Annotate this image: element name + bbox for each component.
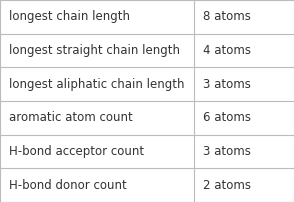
Text: 4 atoms: 4 atoms: [203, 44, 251, 57]
Text: longest chain length: longest chain length: [9, 10, 130, 23]
Text: 8 atoms: 8 atoms: [203, 10, 251, 23]
Text: aromatic atom count: aromatic atom count: [9, 111, 133, 124]
Text: H-bond acceptor count: H-bond acceptor count: [9, 145, 144, 158]
Text: 2 atoms: 2 atoms: [203, 179, 251, 192]
Text: H-bond donor count: H-bond donor count: [9, 179, 127, 192]
Text: longest aliphatic chain length: longest aliphatic chain length: [9, 78, 184, 91]
Text: 6 atoms: 6 atoms: [203, 111, 251, 124]
Text: 3 atoms: 3 atoms: [203, 78, 251, 91]
Text: 3 atoms: 3 atoms: [203, 145, 251, 158]
Text: longest straight chain length: longest straight chain length: [9, 44, 180, 57]
